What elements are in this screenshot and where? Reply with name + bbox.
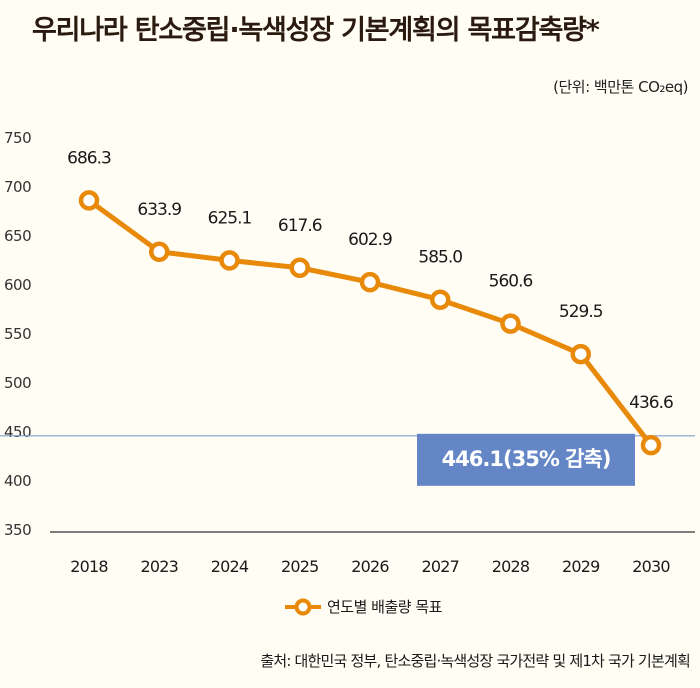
source-note: 출처: 대한민국 정부, 탄소중립·녹색성장 국가전략 및 제1차 국가 기본계… bbox=[260, 652, 690, 670]
data-label: 617.6 bbox=[278, 216, 322, 236]
data-label: 585.0 bbox=[418, 248, 462, 268]
x-tick-label: 2028 bbox=[492, 557, 530, 576]
x-tick-label: 2027 bbox=[421, 557, 459, 576]
x-tick-label: 2018 bbox=[70, 557, 108, 576]
data-point bbox=[640, 434, 662, 456]
data-label: 633.9 bbox=[137, 200, 181, 220]
x-tick-label: 2029 bbox=[562, 557, 600, 576]
x-tick-label: 2023 bbox=[140, 557, 178, 576]
y-tick-label: 700 bbox=[4, 178, 31, 196]
data-label: 560.6 bbox=[489, 272, 533, 292]
data-point bbox=[78, 190, 100, 211]
x-tick-label: 2030 bbox=[632, 557, 670, 576]
data-point bbox=[289, 257, 310, 279]
x-tick-label: 2025 bbox=[281, 557, 319, 576]
data-point bbox=[219, 250, 240, 271]
data-point bbox=[430, 289, 451, 310]
y-tick-label: 500 bbox=[4, 374, 31, 392]
y-tick-label: 550 bbox=[4, 325, 31, 343]
reference-callout-label: 446.1(35% 감축) bbox=[442, 447, 611, 471]
reference-callout-box bbox=[417, 433, 635, 486]
y-tick-label: 350 bbox=[4, 521, 31, 539]
data-label: 436.6 bbox=[629, 393, 673, 413]
legend-line-marker-icon bbox=[285, 598, 321, 615]
y-tick-label: 450 bbox=[4, 423, 31, 441]
legend: 연도별 배출량 목표 bbox=[285, 596, 442, 617]
chart-title: 우리나라 탄소중립·녹색성장 기본계획의 목표감축량* bbox=[32, 15, 600, 46]
y-tick-label: 750 bbox=[4, 129, 31, 147]
unit-label: (단위: 백만톤 CO₂eq) bbox=[553, 78, 688, 96]
y-tick-label: 400 bbox=[4, 472, 31, 490]
y-tick-label: 650 bbox=[4, 227, 31, 245]
data-point bbox=[149, 241, 170, 263]
data-label: 602.9 bbox=[348, 230, 392, 250]
x-tick-label: 2026 bbox=[351, 557, 389, 576]
data-label: 529.5 bbox=[559, 302, 603, 322]
y-tick-label: 600 bbox=[4, 276, 31, 294]
data-label: 686.3 bbox=[67, 148, 111, 168]
x-tick-label: 2024 bbox=[211, 557, 249, 576]
legend-label: 연도별 배출량 목표 bbox=[327, 598, 442, 616]
data-label: 625.1 bbox=[208, 208, 252, 228]
data-point bbox=[359, 271, 381, 293]
data-point bbox=[500, 313, 521, 334]
data-point bbox=[570, 343, 591, 365]
